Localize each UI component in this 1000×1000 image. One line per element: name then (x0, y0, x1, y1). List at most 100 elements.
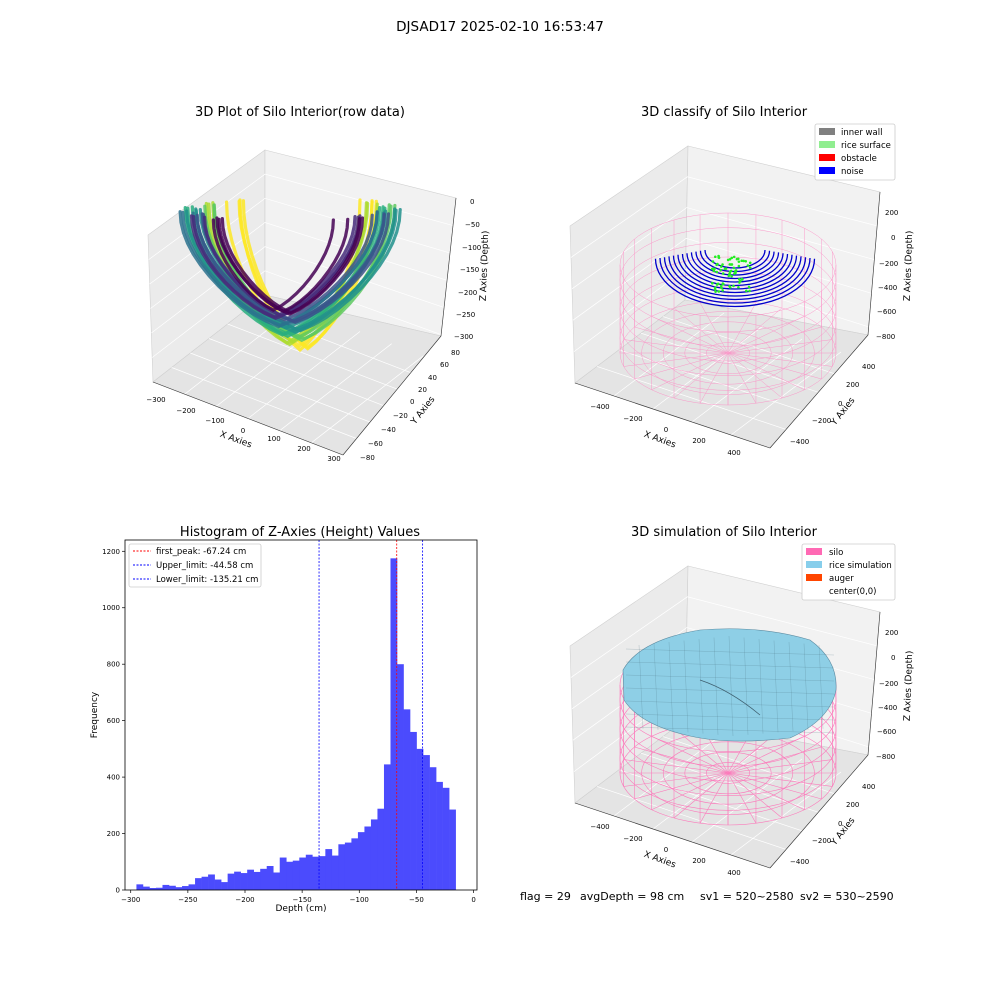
raw-scan-curve (217, 217, 350, 314)
silo-floor-spoke (651, 772, 729, 811)
z-tick-label: 0 (891, 654, 895, 662)
classify3d-gridlines (570, 176, 881, 436)
silo-floor-spoke (727, 759, 833, 774)
z-tick-label: −800 (876, 333, 895, 341)
noise-arc (681, 253, 789, 287)
histogram-title: Histogram of Z-Axies (Height) Values (180, 525, 420, 540)
noise-arc (668, 256, 802, 297)
rice-surface-point (732, 284, 735, 288)
histogram-bar (188, 884, 196, 890)
silo-floor-spoke (727, 772, 783, 819)
z-tick-label: −400 (878, 284, 897, 292)
wall-gridline (572, 238, 881, 321)
noise-arc (686, 253, 784, 283)
raw-scan-curve (183, 205, 382, 337)
classify3d-inner-wall-mesh (619, 212, 837, 406)
y-tick-label: 200 (107, 830, 120, 838)
rice-surface-point (717, 254, 720, 258)
y-tick-label: 60 (440, 361, 449, 369)
legend-label-obstacle: obstacle (841, 154, 877, 164)
silo-floor-ring (706, 762, 750, 784)
floor-gridline (662, 316, 859, 382)
silo-floor-spoke (651, 735, 729, 774)
inner-wall-floor-ring (706, 342, 750, 364)
floor-gridline (652, 745, 764, 830)
silo-floor-spoke (634, 772, 729, 800)
surface-meshline (773, 640, 779, 733)
wall-gridline (573, 268, 881, 352)
histogram-bar (162, 884, 170, 890)
silo-floor-spoke (727, 772, 833, 787)
raw3d-xlabel: X Axies (218, 430, 253, 451)
surface-meshline (683, 640, 689, 733)
rice-surface-point (737, 260, 741, 263)
x-tick-label: −300 (146, 396, 165, 404)
rice-surface-point (712, 269, 716, 273)
wall-gridline (151, 270, 456, 358)
silo-floor-spoke (727, 772, 805, 811)
raw3d-zlabel: Z Axies (Depth) (479, 231, 491, 302)
histogram-bar (227, 873, 235, 890)
histogram-bar (397, 664, 404, 890)
z-tick-label: −400 (878, 704, 897, 712)
histogram-bar (299, 857, 307, 890)
y-tick-label: −20 (393, 412, 408, 420)
histogram-bar (279, 857, 287, 890)
raw-scan-curve (203, 215, 360, 318)
y-tick-label: 0 (838, 820, 842, 828)
x-tick-label: 0 (241, 427, 245, 435)
noise-arc (672, 255, 798, 294)
raw3d-z-ticks: 0 −50 −100 −150 −200 −250 −300 (454, 198, 481, 341)
y-tick-label: −200 (812, 417, 831, 425)
histogram-bar (429, 767, 437, 890)
x-tick-label: −250 (178, 896, 197, 904)
rice-surface-point (715, 270, 719, 274)
z-tick-label: −250 (456, 311, 475, 319)
surface-meshline (638, 644, 644, 729)
silo-floor-spoke (634, 746, 729, 774)
z-tick-label: −150 (460, 266, 479, 274)
inner-wall-floor-spoke (727, 352, 822, 380)
surface-crease (699, 679, 761, 716)
rice-surface-point (721, 289, 724, 292)
legend-swatch-rice-simulation (806, 561, 822, 568)
surface-meshline (625, 687, 835, 695)
histogram-bar (253, 871, 261, 890)
histogram-x-ticks: −300 −250 −200 −150 −100 −50 0 (121, 890, 476, 904)
y-tick-label: 400 (107, 774, 120, 782)
histogram-plot-frame (124, 539, 478, 891)
legend-label-upper-limit: Upper_limit: -44.58 cm (156, 561, 253, 571)
inner-wall-floor-ring (641, 311, 815, 395)
y-tick-label: 200 (846, 801, 859, 809)
x-tick-label: 200 (297, 445, 310, 453)
simulation3d-z-ticks: 200 0 −200 −400 −600 −800 (876, 629, 898, 761)
wall-gridline (571, 207, 881, 290)
rice-surface-point (740, 259, 744, 263)
histogram-bar (377, 808, 385, 890)
histogram-bar (169, 885, 176, 890)
legend-label-inner-wall: inner wall (841, 128, 882, 138)
histogram-bar (286, 861, 294, 890)
legend-swatch-rice-surface (819, 141, 835, 148)
rice-surface-point (744, 259, 748, 263)
histogram-bar (416, 748, 424, 890)
rice-surface-point (710, 267, 714, 271)
surface-meshline (625, 713, 835, 721)
histogram-bar (423, 755, 430, 890)
z-tick-label: −600 (877, 728, 896, 736)
histogram-bar (266, 866, 274, 890)
simulation3d-title: 3D simulation of Silo Interior (631, 525, 818, 540)
legend-frame (128, 543, 262, 588)
rice-surface-point (719, 265, 723, 268)
x-tick-label: 300 (327, 455, 340, 463)
surface-meshline (625, 726, 835, 734)
silo-floor-spoke (623, 772, 729, 787)
legend-swatch-auger (806, 574, 822, 581)
y-tick-label: 200 (846, 381, 859, 389)
rice-surface-point (734, 271, 737, 275)
y-tick-label: 600 (107, 717, 120, 725)
x-tick-label: −400 (590, 823, 609, 831)
legend-swatch-obstacle (819, 154, 835, 161)
rice-surface-point (727, 274, 731, 278)
simulation3d-ylabel: Y Axies (829, 816, 858, 849)
